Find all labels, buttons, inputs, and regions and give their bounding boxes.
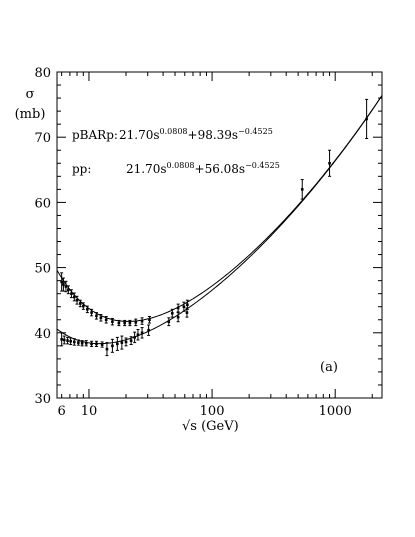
formula-part: +98.39s	[188, 128, 239, 142]
data-point-pBARp	[328, 149, 332, 177]
data-point-pp	[120, 335, 124, 350]
data-point-pBARp	[66, 285, 70, 295]
data-point-pp	[66, 336, 70, 345]
data-point-pBARp	[110, 317, 114, 326]
data-point-pBARp	[90, 308, 94, 317]
annotation-pbarp-formula: 21.70s0.0808+98.39s−0.4525	[119, 127, 273, 142]
x-tick-label: 1000	[319, 404, 352, 419]
data-point-pp	[136, 329, 140, 341]
data-point-pBARp	[128, 319, 132, 327]
data-point-pp	[84, 340, 88, 347]
data-point-pBARp	[170, 308, 174, 318]
data-point-pBARp	[134, 318, 138, 327]
data-point-pBARp	[69, 289, 73, 299]
data-point-pBARp	[365, 98, 369, 140]
data-point-pp	[72, 338, 76, 346]
annotation-pbarp-label: pBARp:	[72, 128, 118, 142]
data-point-pBARp	[61, 277, 65, 292]
y-tick-label: 30	[34, 392, 51, 407]
annotation-pp-label: pp:	[72, 162, 91, 176]
fit-curves	[56, 95, 383, 345]
data-point-pp	[167, 317, 171, 327]
data-point-pp	[176, 312, 180, 323]
data-point-pp	[100, 341, 104, 348]
fit-curve-pp	[56, 95, 383, 345]
data-point-pBARp	[99, 314, 103, 322]
data-point-pBARp	[300, 179, 304, 200]
data-point-pp	[105, 342, 109, 357]
axis-ticks: 30 40 50 60 70 80 6 10 100 1000	[34, 66, 382, 419]
formula-part: +56.08s	[195, 162, 246, 176]
data-point-pp	[76, 339, 80, 346]
data-point-pp	[133, 331, 137, 344]
x-tick-label: 10	[81, 404, 98, 419]
y-tick-label: 80	[34, 66, 51, 81]
data-point-pBARp	[117, 319, 121, 327]
data-point-pp	[147, 324, 151, 336]
data-point-pp	[69, 337, 73, 346]
data-point-pBARp	[123, 319, 127, 327]
data-point-pBARp	[140, 317, 144, 325]
annotation-pp-formula: 21.70s0.0808+56.08s−0.4525	[126, 161, 280, 176]
y-tick-label: 60	[34, 196, 51, 211]
data-points	[60, 98, 369, 357]
data-point-pBARp	[94, 312, 98, 320]
x-axis-title: √s (GeV)	[182, 419, 239, 434]
data-point-pp	[185, 307, 189, 318]
data-point-pp	[90, 340, 94, 347]
data-point-pBARp	[64, 280, 68, 293]
data-point-pBARp	[176, 303, 180, 313]
formula-part: 0.0808	[160, 127, 188, 136]
data-point-pp	[60, 332, 64, 347]
data-point-pBARp	[75, 295, 79, 305]
data-point-pp	[115, 336, 119, 351]
data-point-pp	[124, 337, 128, 347]
plot-frame	[56, 71, 383, 399]
data-point-pp	[140, 327, 144, 339]
x-tick-label: 6	[58, 404, 66, 419]
formula-part: 21.70s	[126, 162, 167, 176]
data-point-pBARp	[147, 316, 151, 324]
data-point-pp	[80, 340, 84, 347]
data-point-pBARp	[85, 305, 89, 314]
y-axis-unit: (mb)	[15, 107, 46, 122]
data-point-pBARp	[81, 302, 85, 310]
formula-part: −0.4525	[238, 127, 273, 136]
data-point-pp	[110, 338, 114, 353]
x-tick-label: 100	[200, 404, 225, 419]
data-point-pBARp	[182, 301, 186, 312]
data-point-pBARp	[78, 299, 82, 308]
y-tick-label: 40	[34, 327, 51, 342]
panel-label: (a)	[320, 360, 338, 375]
y-tick-label: 50	[34, 262, 51, 277]
data-point-pp	[94, 340, 98, 347]
formula-part: 0.0808	[167, 161, 195, 170]
formula-part: −0.4525	[245, 161, 280, 170]
data-point-pp	[62, 335, 66, 345]
data-point-pBARp	[72, 292, 76, 302]
y-axis-symbol: σ	[26, 87, 35, 102]
formula-part: 21.70s	[119, 128, 160, 142]
data-point-pBARp	[104, 316, 108, 324]
y-tick-label: 70	[34, 131, 51, 146]
data-point-pp	[129, 336, 133, 346]
